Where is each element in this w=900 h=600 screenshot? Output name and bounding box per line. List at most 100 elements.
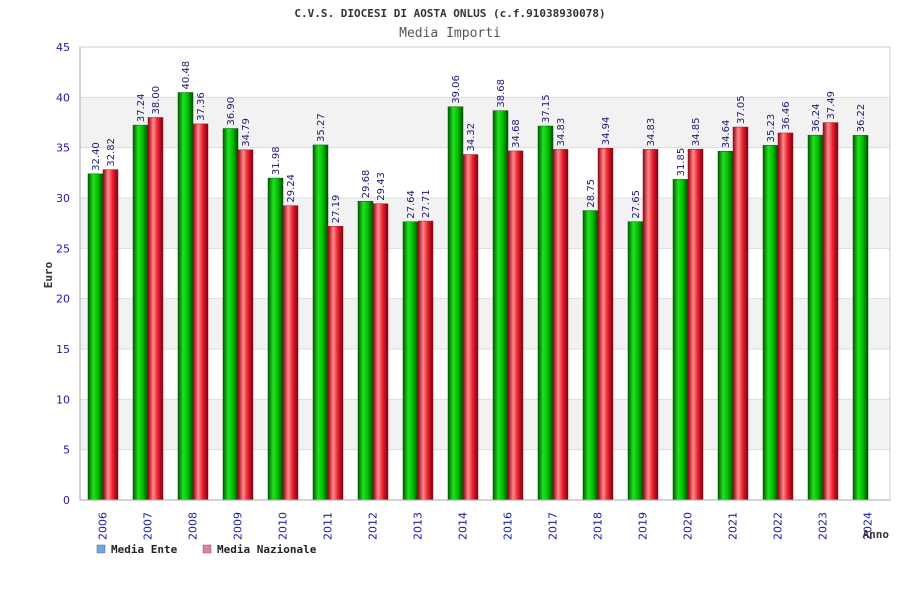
x-tick-label: 2010: [277, 512, 290, 540]
bar-media-ente-2022: [762, 145, 779, 501]
y-tick-label: 30: [56, 192, 70, 205]
bar-media-nazionale-2011: [327, 226, 344, 501]
value-label: 31.85: [676, 148, 687, 177]
y-tick-label: 45: [56, 41, 70, 54]
y-tick-label: 35: [56, 142, 70, 155]
bar-media-ente-2019: [627, 221, 644, 501]
value-label: 38.68: [496, 79, 507, 108]
x-tick-label: 2019: [637, 512, 650, 540]
x-tick-label: 2012: [367, 512, 380, 540]
value-label: 34.83: [646, 118, 657, 147]
value-label: 40.48: [181, 61, 192, 90]
bar-media-nazionale-2010: [282, 205, 299, 501]
bar-media-nazionale-2013: [417, 220, 434, 501]
bar-media-ente-2011: [312, 144, 329, 501]
legend-label: Media Ente: [111, 543, 178, 556]
grid-band: [80, 399, 890, 450]
value-label: 37.36: [196, 92, 207, 121]
grid-band: [80, 248, 890, 299]
x-tick-label: 2009: [232, 512, 245, 540]
bar-media-ente-2024: [852, 135, 869, 501]
legend-swatch: [202, 544, 212, 554]
value-label: 34.94: [601, 117, 612, 146]
value-label: 27.19: [331, 195, 342, 224]
value-label: 37.15: [541, 94, 552, 123]
x-axis-label: Anno: [863, 528, 890, 541]
value-label: 36.22: [856, 104, 867, 133]
grid-band: [80, 349, 890, 400]
value-label: 27.71: [421, 189, 432, 218]
x-tick-label: 2013: [412, 512, 425, 540]
value-label: 27.65: [631, 190, 642, 219]
value-labels: 32.40 32.82 37.24 38.00 40.48 37.36 36.90 34.79…: [91, 61, 867, 223]
value-label: 37.05: [736, 95, 747, 124]
value-label: 37.24: [136, 93, 147, 122]
bar-media-nazionale-2020: [687, 148, 704, 501]
x-tick-label: 2024: [862, 512, 875, 540]
value-label: 36.46: [781, 101, 792, 130]
x-tick-label: 2023: [817, 512, 830, 540]
x-tick-label: 2022: [772, 512, 785, 540]
bar-media-ente-2010: [267, 177, 284, 501]
bar-media-ente-2017: [537, 125, 554, 501]
value-label: 34.85: [691, 118, 702, 147]
x-tick-labels: 2006 2007 2008 2009 2010 2011 2012 2013 2014 2016…: [97, 512, 875, 540]
y-tick-label: 10: [56, 393, 70, 406]
value-label: 36.90: [226, 97, 237, 126]
bar-media-nazionale-2017: [552, 149, 569, 501]
x-tick-label: 2006: [97, 512, 110, 540]
y-tick-label: 5: [63, 444, 70, 457]
value-label: 37.49: [826, 91, 837, 120]
chart-title: C.V.S. DIOCESI DI AOSTA ONLUS (c.f.91038…: [294, 7, 605, 20]
y-tick-label: 0: [63, 494, 70, 507]
bar-media-nazionale-2014: [462, 154, 479, 501]
bar-media-nazionale-2016: [507, 150, 524, 501]
grid-band: [80, 97, 890, 148]
bar-media-nazionale-2021: [732, 126, 749, 501]
x-tick-label: 2017: [547, 512, 560, 540]
value-label: 34.83: [556, 118, 567, 147]
value-label: 34.79: [241, 118, 252, 147]
y-tick-label: 25: [56, 242, 70, 255]
grid-band: [80, 198, 890, 249]
value-label: 27.64: [406, 190, 417, 219]
bar-media-ente-2021: [717, 151, 734, 501]
x-tick-label: 2007: [142, 512, 155, 540]
value-label: 29.68: [361, 170, 372, 199]
value-label: 32.82: [106, 138, 117, 167]
legend-label: Media Nazionale: [217, 543, 317, 556]
bar-media-nazionale-2023: [822, 122, 839, 501]
value-label: 32.40: [91, 142, 102, 171]
bar-media-nazionale-2008: [192, 123, 209, 501]
y-tick-label: 20: [56, 293, 70, 306]
x-tick-label: 2016: [502, 512, 515, 540]
x-tick-label: 2014: [457, 512, 470, 540]
grid-band: [80, 147, 890, 198]
value-label: 31.98: [271, 146, 282, 175]
value-label: 34.68: [511, 119, 522, 148]
chart-subtitle: Media Importi: [399, 26, 501, 41]
x-tick-label: 2021: [727, 512, 740, 540]
bar-media-ente-2008: [177, 92, 194, 501]
bar-media-nazionale-2006: [102, 169, 119, 501]
value-label: 34.64: [721, 120, 732, 149]
bar-media-nazionale-2012: [372, 203, 389, 501]
x-tick-label: 2018: [592, 512, 605, 540]
bar-media-nazionale-2022: [777, 132, 794, 501]
bar-media-ente-2009: [222, 128, 239, 501]
bar-media-ente-2013: [402, 221, 419, 501]
grid-band: [80, 449, 890, 500]
axes: [79, 46, 891, 501]
value-label: 29.24: [286, 174, 297, 203]
value-label: 28.75: [586, 179, 597, 208]
bar-media-ente-2012: [357, 200, 374, 501]
y-tick-labels: 0 5 10 15 20 25 30 35 40 45: [56, 41, 70, 507]
bars: [87, 92, 869, 501]
x-tick-label: 2011: [322, 512, 335, 540]
bar-media-nazionale-2018: [597, 148, 614, 501]
bar-media-ente-2023: [807, 134, 824, 501]
bar-media-nazionale-2019: [642, 149, 659, 501]
value-label: 35.27: [316, 113, 327, 142]
bar-media-ente-2007: [132, 124, 149, 501]
